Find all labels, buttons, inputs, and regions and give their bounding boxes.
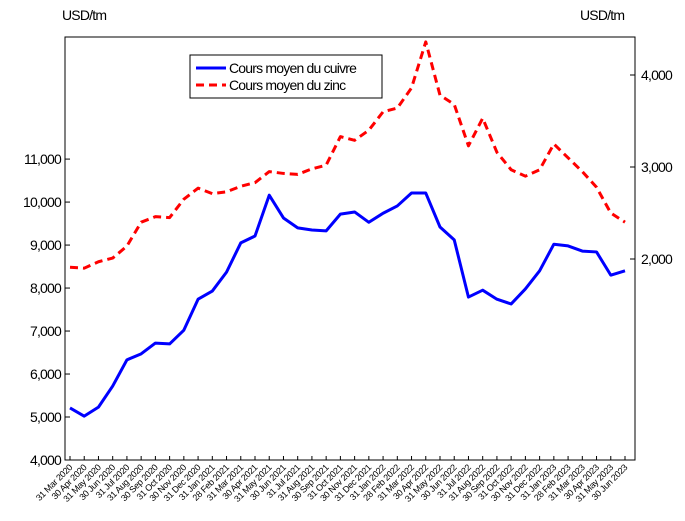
y-tick-label: 7,000 [30, 323, 62, 339]
legend-box [189, 54, 383, 99]
y-tick-label: 10,000 [23, 194, 62, 210]
y2-tick-label: 2,000 [641, 251, 673, 267]
y2-axis-label: USD/tm [580, 7, 624, 23]
y-tick-label: 6,000 [30, 366, 62, 382]
line-series [69, 191, 626, 418]
y2-tick-label: 4,000 [641, 67, 673, 83]
legend-label: Cours moyen du zinc [229, 77, 346, 93]
y-axis-label: USD/tm [62, 7, 106, 23]
plot-frame [64, 36, 636, 461]
y-tick-label: 11,000 [24, 151, 62, 167]
legend-label: Cours moyen du cuivre [229, 60, 357, 76]
y-tick-label: 9,000 [30, 237, 62, 253]
y2-tick-label: 3,000 [641, 159, 673, 175]
y-tick-label: 4,000 [30, 452, 62, 468]
y-tick-label: 5,000 [30, 409, 62, 425]
y-tick-label: 8,000 [30, 280, 62, 296]
line-series [69, 40, 626, 270]
